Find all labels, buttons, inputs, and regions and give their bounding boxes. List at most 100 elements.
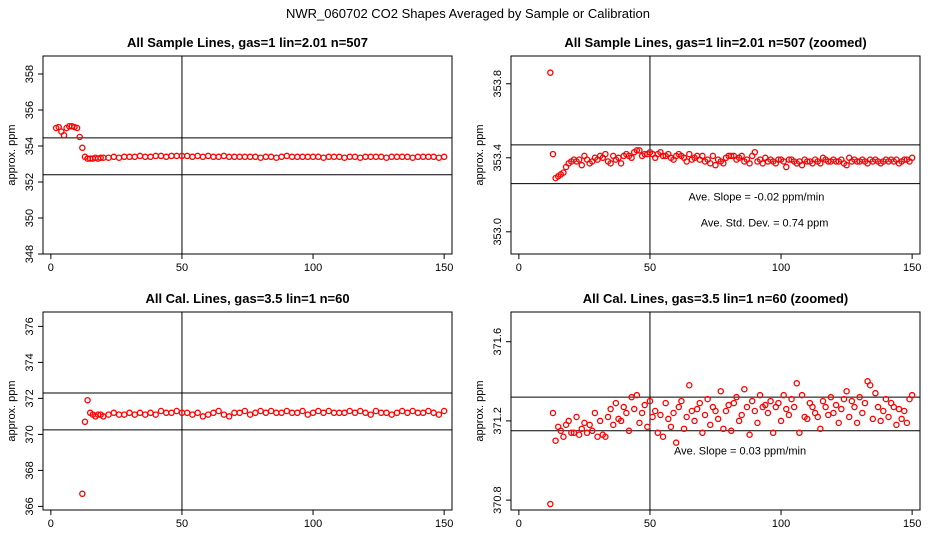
data-point: [105, 411, 112, 418]
x-tick-label: 100: [304, 262, 322, 274]
data-point: [225, 153, 233, 161]
data-point: [796, 429, 803, 437]
data-point: [215, 153, 222, 161]
data-point: [578, 425, 586, 433]
data-point: [126, 409, 133, 417]
data-point: [727, 152, 735, 160]
y-tick-label: 370.8: [492, 486, 504, 514]
data-point: [220, 411, 228, 418]
data-point: [173, 152, 180, 160]
data-point: [699, 429, 706, 437]
data-point: [856, 393, 863, 401]
data-point: [552, 437, 559, 444]
data-point: [309, 409, 317, 417]
panel-title: All Sample Lines, gas=1 lin=2.01 n=507: [127, 35, 368, 50]
data-point: [383, 409, 390, 417]
data-point: [625, 427, 633, 435]
data-point: [804, 415, 811, 423]
data-point: [430, 409, 437, 417]
data-point: [751, 407, 759, 415]
data-point: [560, 433, 567, 440]
data-point: [388, 411, 395, 418]
data-point: [623, 409, 630, 417]
data-point: [341, 154, 348, 161]
data-point: [746, 431, 753, 439]
data-point: [646, 397, 654, 405]
data-point: [419, 409, 427, 417]
data-point: [168, 152, 175, 160]
data-point: [393, 153, 401, 161]
data-point: [549, 150, 557, 158]
data-point: [173, 407, 180, 415]
data-point: [236, 153, 243, 161]
data-point: [832, 401, 840, 409]
data-point: [189, 153, 196, 161]
data-point: [377, 409, 385, 417]
data-point: [330, 153, 338, 161]
data-point: [252, 409, 259, 417]
data-point: [840, 395, 848, 403]
data-point: [246, 411, 254, 418]
data-point: [262, 153, 270, 161]
data-point: [549, 409, 557, 417]
panel-title: All Cal. Lines, gas=3.5 lin=1 n=60 (zoom…: [583, 291, 849, 306]
data-point: [73, 124, 81, 132]
data-point: [372, 407, 380, 415]
data-point: [578, 161, 586, 169]
data-point: [565, 417, 572, 425]
data-point: [880, 407, 887, 415]
data-point: [843, 387, 850, 395]
y-tick-label: 348: [24, 245, 36, 263]
data-point: [712, 407, 719, 415]
data-point: [591, 409, 599, 417]
data-point: [730, 399, 738, 407]
data-point: [257, 407, 264, 415]
data-point: [204, 411, 212, 418]
data-point: [152, 152, 159, 160]
data-point: [547, 500, 554, 508]
data-point: [81, 418, 89, 426]
data-point: [672, 439, 680, 446]
data-point: [294, 409, 301, 417]
data-point: [168, 409, 175, 417]
data-point: [377, 153, 385, 161]
data-point: [136, 409, 144, 417]
data-point: [817, 160, 824, 167]
data-point: [817, 425, 824, 433]
data-point: [199, 413, 207, 420]
data-point: [325, 407, 333, 415]
y-tick-label: 370: [24, 425, 36, 443]
y-axis-title: approx. ppm: [6, 124, 18, 185]
data-point: [183, 409, 191, 417]
data-point: [741, 385, 748, 393]
data-point: [241, 407, 249, 415]
data-point: [707, 421, 714, 429]
data-point: [717, 387, 724, 395]
data-point: [843, 161, 850, 169]
data-point: [657, 411, 664, 419]
data-point: [756, 391, 764, 399]
data-point: [126, 153, 133, 161]
data-point: [315, 153, 322, 161]
data-point: [686, 150, 693, 158]
data-point: [97, 154, 104, 161]
x-tick-label: 100: [772, 262, 790, 274]
y-tick-label: 353.4: [492, 144, 504, 172]
data-point: [194, 152, 201, 160]
data-point: [367, 153, 374, 161]
data-point: [294, 153, 301, 161]
data-point: [79, 490, 86, 498]
data-point: [665, 415, 672, 423]
data-point: [84, 396, 91, 404]
data-point: [356, 407, 364, 415]
data-point: [769, 429, 777, 437]
data-point: [288, 153, 296, 161]
data-point: [602, 150, 609, 158]
data-point: [783, 405, 790, 413]
data-point: [654, 429, 662, 437]
data-point: [762, 401, 769, 409]
data-point: [404, 153, 411, 161]
data-point: [780, 391, 787, 399]
data-point: [560, 169, 567, 176]
data-point: [115, 411, 123, 418]
